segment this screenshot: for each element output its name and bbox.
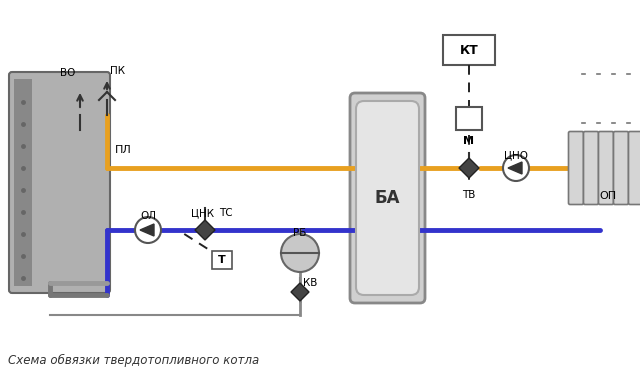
Polygon shape xyxy=(508,162,522,174)
FancyBboxPatch shape xyxy=(568,131,584,205)
Text: ОЛ: ОЛ xyxy=(140,211,156,221)
Text: Схема обвязки твердотопливного котла: Схема обвязки твердотопливного котла xyxy=(8,354,259,367)
FancyBboxPatch shape xyxy=(356,101,419,295)
FancyBboxPatch shape xyxy=(350,93,425,303)
Text: ЦНК: ЦНК xyxy=(191,208,214,218)
FancyBboxPatch shape xyxy=(598,131,614,205)
Text: ПЛ: ПЛ xyxy=(115,145,132,155)
FancyBboxPatch shape xyxy=(9,72,110,293)
Text: КТ: КТ xyxy=(460,43,478,56)
Text: Т: Т xyxy=(218,255,226,265)
Polygon shape xyxy=(459,158,479,178)
Bar xyxy=(443,35,495,65)
Text: ТС: ТС xyxy=(219,208,232,218)
Text: КВ: КВ xyxy=(303,278,317,288)
FancyBboxPatch shape xyxy=(584,131,598,205)
Circle shape xyxy=(281,234,319,272)
Text: ЦНО: ЦНО xyxy=(504,150,528,160)
FancyBboxPatch shape xyxy=(614,131,628,205)
Circle shape xyxy=(135,217,161,243)
Text: БА: БА xyxy=(375,189,400,207)
Polygon shape xyxy=(195,220,215,240)
Bar xyxy=(14,79,32,286)
Polygon shape xyxy=(291,283,309,301)
Text: ТВ: ТВ xyxy=(462,190,476,200)
Text: РБ: РБ xyxy=(293,228,307,238)
Bar xyxy=(456,107,482,130)
Text: ПК: ПК xyxy=(110,66,125,76)
Text: ВО: ВО xyxy=(60,68,76,78)
Bar xyxy=(212,251,232,269)
FancyBboxPatch shape xyxy=(628,131,640,205)
Text: М: М xyxy=(463,136,474,146)
Text: ОП: ОП xyxy=(599,191,616,201)
Polygon shape xyxy=(140,224,154,236)
Circle shape xyxy=(503,155,529,181)
